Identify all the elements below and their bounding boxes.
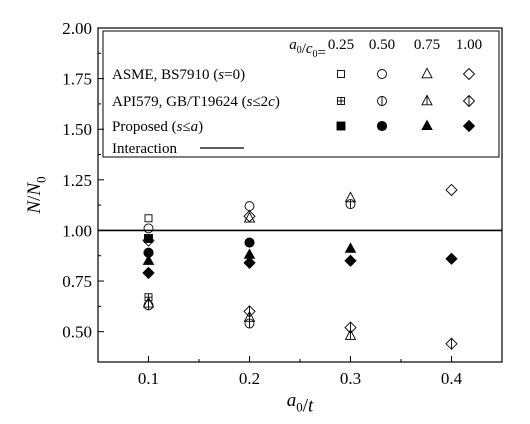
data-point-circle-open	[143, 223, 154, 234]
data-point-diamond-open	[445, 183, 458, 197]
axes-labels: 0.1 0.2 0.3 0.4 0.50 0.75 1.00 1.25 1.50 1.75 2.00…	[24, 19, 503, 416]
legend-marker-square	[337, 70, 345, 78]
data-point-diamond-crossed	[445, 337, 458, 350]
legend-marker-circle	[377, 96, 387, 106]
triangle-marker	[142, 254, 155, 265]
diamond-marker	[445, 252, 458, 265]
legend: a0/c0= 0.25 0.50 0.75 1.00 ASME, BS7910 (s=0)…	[102, 30, 500, 158]
legend-marker-square	[336, 121, 346, 131]
square-marker	[144, 214, 153, 223]
diamond-marker	[142, 266, 155, 280]
data-point-diamond-filled	[344, 254, 357, 267]
data-point-diamond-crossed	[243, 305, 256, 318]
legend-marker-circle	[377, 69, 387, 79]
data-point-circle-crossed	[345, 199, 356, 210]
data-point-square-filled	[144, 234, 153, 243]
y-tick-label: 2.00	[62, 19, 92, 38]
data-point-diamond-crossed	[344, 321, 357, 334]
legend-marker-diamond	[462, 67, 476, 81]
legend-column-label: 0.25	[328, 37, 354, 53]
x-tick-label: 0.2	[239, 369, 260, 388]
data-point-diamond-open	[243, 210, 256, 223]
y-tick-label: 1.50	[62, 120, 92, 139]
square-marker	[336, 121, 346, 131]
diamond-marker	[462, 67, 476, 81]
data-point-triangle-crossed	[142, 296, 155, 308]
legend-marker-diamond	[462, 94, 476, 108]
legend-marker-square	[337, 97, 345, 105]
legend-row-label: Proposed (s≤a)	[112, 119, 203, 135]
legend-row-label: API579, GB/T19624 (s≤2c)	[112, 94, 280, 110]
diamond-marker	[243, 210, 256, 223]
data-point-circle-open	[244, 201, 255, 212]
diamond-marker	[445, 337, 458, 350]
diamond-marker	[243, 305, 256, 318]
diamond-marker	[243, 256, 256, 269]
data-point-square-open	[144, 214, 153, 223]
triangle-marker	[344, 329, 357, 340]
legend-header: a0/c0=	[289, 37, 326, 61]
triangle-marker	[421, 119, 433, 131]
legend-marker-diamond	[462, 119, 476, 133]
legend-column-label: 0.75	[414, 37, 440, 53]
x-tick-label: 0.3	[340, 369, 361, 388]
y-tick-label: 0.75	[62, 272, 92, 291]
data-point-triangle-filled	[344, 242, 357, 253]
legend-marker-circle	[376, 120, 388, 132]
legend-row-label: Interaction	[112, 141, 177, 157]
legend-box	[102, 30, 500, 158]
data-point-diamond-filled	[243, 256, 256, 269]
legend-marker-triangle	[421, 67, 433, 79]
diamond-marker	[344, 321, 357, 334]
legend-column-label: 0.50	[369, 37, 395, 53]
data-point-triangle-filled	[142, 254, 155, 265]
legend-marker-triangle	[421, 94, 433, 106]
x-tick-label: 0.1	[138, 369, 159, 388]
y-axis-title: N/N0	[24, 176, 48, 214]
y-tick-label: 1.75	[62, 70, 92, 89]
circle-marker	[143, 223, 154, 234]
y-tick-label: 0.50	[62, 323, 92, 342]
triangle-marker	[142, 296, 155, 308]
circle-marker	[376, 120, 388, 132]
y-tick-label: 1.25	[62, 171, 92, 190]
triangle-marker	[243, 310, 256, 322]
diamond-marker	[445, 183, 458, 197]
plot-marks	[98, 183, 502, 350]
circle-marker	[244, 237, 255, 248]
square-marker	[337, 70, 345, 78]
triangle-marker	[344, 242, 357, 253]
data-point-diamond-filled	[445, 252, 458, 265]
data-point-diamond-filled	[142, 266, 155, 280]
diamond-marker	[462, 119, 476, 133]
data-point-circle-filled	[244, 237, 255, 248]
x-axis-title: a0/t	[287, 390, 314, 416]
triangle-marker	[421, 67, 433, 79]
x-tick-label: 0.4	[441, 369, 463, 388]
legend-row-label: ASME, BS7910 (s=0)	[112, 67, 245, 83]
diamond-marker	[344, 254, 357, 267]
circle-marker	[377, 69, 387, 79]
y-tick-label: 1.00	[62, 221, 92, 240]
legend-column-label: 1.00	[456, 37, 482, 53]
square-marker	[144, 234, 153, 243]
circle-marker	[244, 201, 255, 212]
legend-marker-triangle	[421, 119, 433, 131]
